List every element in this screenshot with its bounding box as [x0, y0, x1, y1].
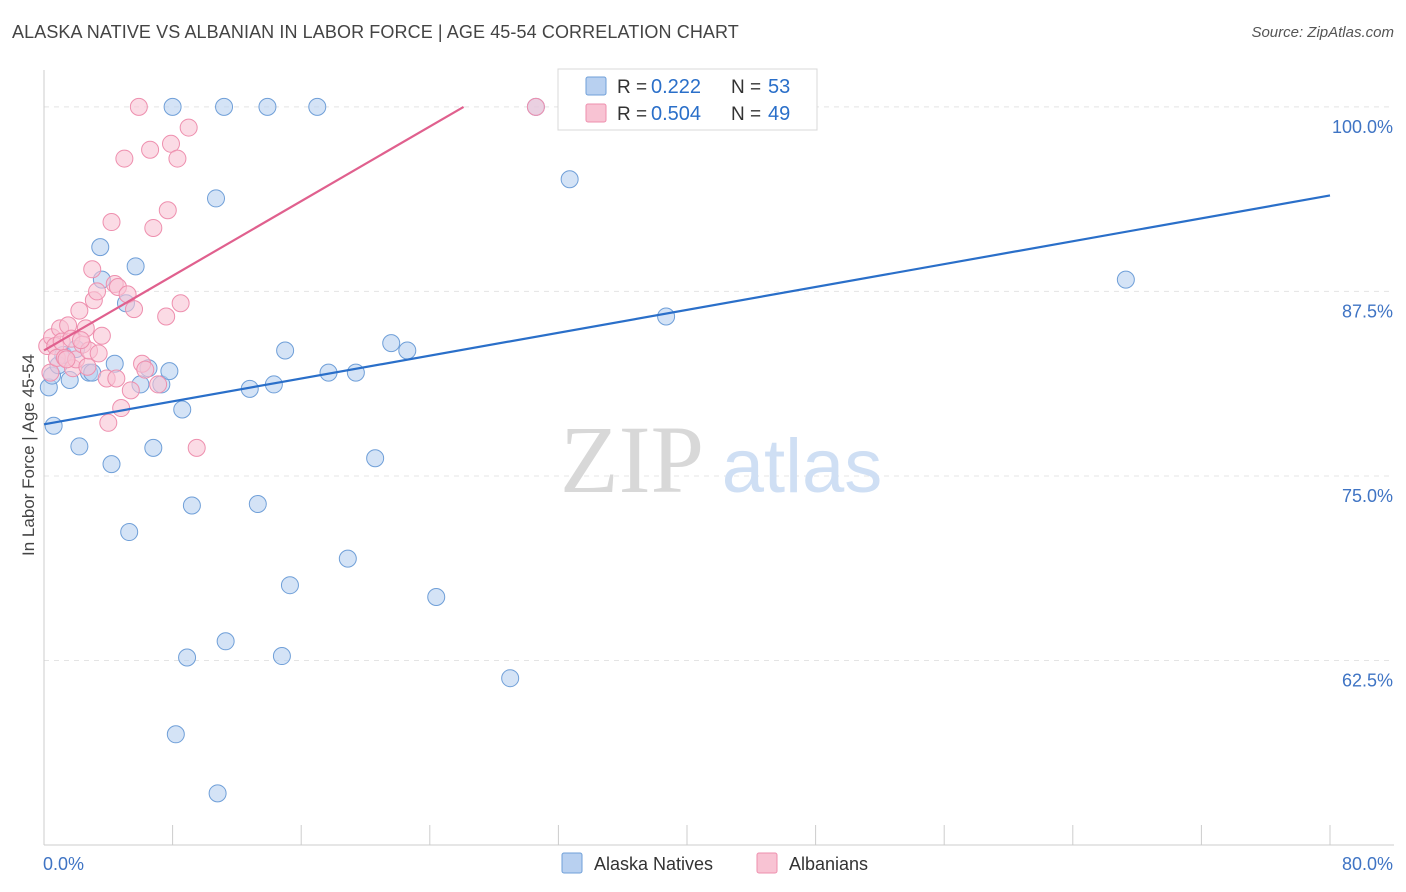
chart-title: ALASKA NATIVE VS ALBANIAN IN LABOR FORCE…	[12, 22, 739, 42]
legend-label-albanians: Albanians	[789, 854, 868, 874]
point-albanian-38	[158, 201, 177, 220]
point-alaska-24	[178, 648, 197, 667]
point-albanian-44	[526, 97, 545, 116]
point-albanian-43	[187, 438, 206, 457]
trendline-alaska	[43, 194, 1331, 426]
n-value-2: 49	[768, 103, 790, 125]
point-alaska-42	[366, 449, 385, 468]
n-value-1: 53	[768, 76, 790, 98]
point-alaska-36	[276, 341, 295, 360]
point-albanian-46	[71, 331, 90, 350]
point-albanian-12	[70, 301, 89, 320]
watermark-atlas: atlas	[722, 424, 883, 509]
point-alaska-49	[657, 307, 676, 326]
point-alaska-12	[102, 455, 121, 474]
point-albanian-23	[102, 213, 121, 232]
legend-swatch-albanian	[585, 103, 607, 123]
point-albanian-27	[115, 149, 134, 168]
n-label-2: N =	[731, 104, 761, 125]
point-alaska-44	[398, 341, 417, 360]
point-alaska-25	[182, 496, 201, 515]
point-alaska-37	[280, 576, 299, 595]
point-alaska-45	[427, 588, 446, 606]
x-tick-label-0: 0.0%	[43, 854, 84, 874]
stats-legend: R = 0.222 N = 53 R = 0.504 N = 49	[557, 68, 818, 131]
point-albanian-42	[179, 118, 198, 137]
point-albanian-48	[107, 369, 126, 388]
point-albanian-26	[112, 399, 131, 418]
r-value-1: 0.222	[651, 76, 701, 98]
point-alaska-2	[44, 416, 63, 435]
r-label-2: R =	[617, 104, 647, 125]
point-albanian-22	[99, 413, 118, 432]
y-tick-label-0: 100.0%	[1332, 117, 1393, 137]
point-albanian-17	[83, 260, 102, 279]
point-alaska-26	[163, 97, 182, 116]
point-albanian-31	[129, 97, 148, 116]
legend-label-alaska-natives: Alaska Natives	[594, 854, 713, 874]
point-alaska-46	[501, 669, 520, 688]
point-alaska-15	[120, 523, 139, 542]
y-axis-label: In Labor Force | Age 45-54	[19, 354, 38, 556]
x-tick-label-1: 80.0%	[1342, 854, 1393, 874]
point-albanian-20	[92, 326, 111, 345]
y-tick-label-3: 62.5%	[1342, 670, 1393, 690]
y-tick-label-2: 75.0%	[1342, 486, 1393, 506]
point-alaska-40	[338, 549, 357, 568]
point-albanian-33	[136, 360, 155, 379]
legend-swatch-alaska-natives	[561, 852, 583, 874]
point-alaska-23	[173, 400, 192, 419]
legend-swatch-alaska	[585, 76, 607, 96]
point-alaska-19	[144, 438, 163, 457]
r-value-2: 0.504	[651, 103, 701, 125]
source-label: Source: ZipAtlas.com	[1251, 24, 1394, 41]
point-albanian-19	[88, 282, 107, 301]
point-albanian-36	[149, 375, 168, 394]
point-albanian-35	[144, 218, 163, 237]
watermark-zip: ZIP	[560, 406, 704, 513]
point-albanian-45	[57, 350, 76, 369]
point-alaska-51	[1116, 270, 1135, 289]
point-alaska-16	[126, 257, 145, 276]
point-albanian-15	[78, 357, 97, 376]
point-alaska-22	[166, 725, 185, 744]
legend-swatch-albanians	[756, 852, 778, 874]
point-albanian-40	[168, 149, 187, 168]
point-albanian-37	[157, 307, 176, 326]
r-label-1: R =	[617, 77, 647, 98]
point-alaska-10	[91, 238, 110, 257]
point-alaska-48	[560, 170, 579, 189]
point-alaska-32	[248, 495, 267, 513]
series-legend: Alaska Natives Albanians	[561, 852, 868, 874]
point-albanian-29	[121, 381, 140, 400]
point-alaska-28	[207, 189, 226, 208]
y-tick-label-1: 87.5%	[1342, 301, 1393, 321]
point-alaska-7	[70, 437, 89, 456]
point-alaska-30	[215, 97, 234, 116]
point-alaska-33	[258, 97, 277, 116]
point-albanian-30	[125, 300, 144, 319]
point-alaska-29	[216, 632, 235, 651]
point-albanian-34	[141, 140, 160, 159]
point-alaska-21	[160, 362, 179, 381]
trendline-albanian	[43, 105, 465, 352]
point-alaska-38	[308, 97, 327, 116]
point-alaska-43	[382, 334, 401, 353]
point-alaska-35	[272, 647, 291, 666]
point-albanian-41	[171, 294, 190, 313]
n-label-1: N =	[731, 77, 761, 98]
watermark: ZIP atlas	[560, 406, 882, 513]
point-alaska-27	[208, 784, 227, 803]
point-albanian-47	[89, 344, 108, 363]
